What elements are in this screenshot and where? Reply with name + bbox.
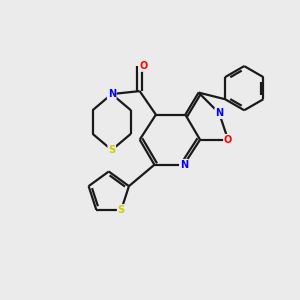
Text: N: N — [180, 160, 188, 170]
Text: O: O — [224, 135, 232, 145]
Text: O: O — [139, 61, 147, 71]
Text: N: N — [108, 89, 116, 99]
Text: S: S — [118, 205, 125, 215]
Text: N: N — [215, 108, 223, 118]
Text: S: S — [108, 145, 115, 155]
